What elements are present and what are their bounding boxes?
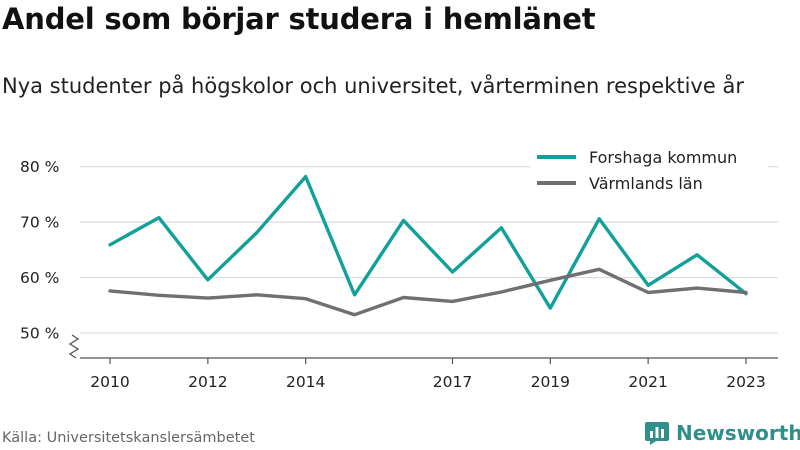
x-tick-label: 2014 xyxy=(286,373,325,391)
newsworthy-logo-icon xyxy=(645,422,669,445)
brand-logo: Newsworthy xyxy=(644,420,800,446)
y-tick-label: 60 % xyxy=(20,269,59,287)
legend-label: Värmlands län xyxy=(589,174,703,193)
x-tick-label: 2012 xyxy=(188,373,227,391)
y-tick-label: 80 % xyxy=(20,158,59,176)
legend: Forshaga kommun Värmlands län xyxy=(530,142,768,198)
y-tick-label: 50 % xyxy=(20,325,59,343)
axes: 50 % 60 % 70 % 80 % 2010 2012 2014 2017 2019 2021… xyxy=(20,158,778,391)
x-tick-label: 2019 xyxy=(531,373,570,391)
series-lines xyxy=(108,174,748,317)
series-line-forshaga xyxy=(108,174,748,310)
x-tick-label: 2023 xyxy=(726,373,765,391)
axis-break-icon xyxy=(68,334,80,359)
x-tick-label: 2017 xyxy=(433,373,472,391)
chart-subtitle: Nya studenter på högskolor och universit… xyxy=(2,74,744,98)
legend-label: Forshaga kommun xyxy=(589,148,737,167)
legend-background xyxy=(530,142,768,198)
brand-name: Newsworthy xyxy=(676,421,800,445)
series-line-varmland xyxy=(108,267,748,317)
y-tick-label: 70 % xyxy=(20,214,59,232)
x-tick-label: 2010 xyxy=(90,373,129,391)
x-tick-label: 2021 xyxy=(628,373,667,391)
source-note: Källa: Universitetskanslersämbetet xyxy=(2,430,255,446)
chart-title: Andel som börjar studera i hemlänet xyxy=(2,2,596,36)
